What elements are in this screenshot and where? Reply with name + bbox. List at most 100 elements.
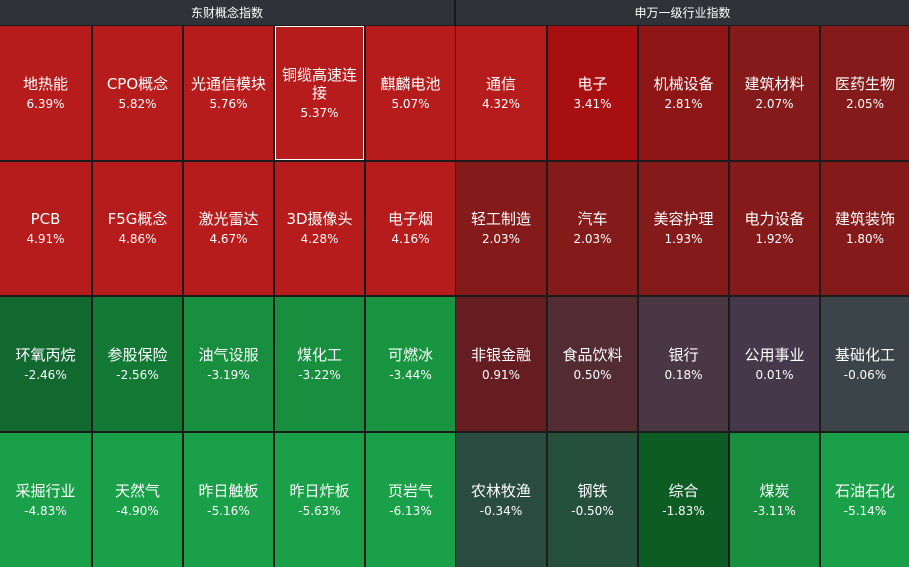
heatmap-tile[interactable]: 电子烟 4.16% bbox=[366, 162, 455, 295]
tile-name: 电子 bbox=[577, 74, 608, 93]
tile-name: 公用事业 bbox=[744, 345, 805, 364]
tile-change-percent: 3.41% bbox=[573, 96, 612, 111]
tile-name: 煤化工 bbox=[296, 345, 342, 364]
tile-name: 可燃冰 bbox=[387, 345, 433, 364]
tile-name: 建筑装饰 bbox=[834, 210, 895, 228]
tile-change-percent: 2.03% bbox=[481, 232, 521, 246]
industry-index-grid: 通信 4.32% 电子 3.41% 机械设备 2.81% 建筑材料 2.07% 医药生物 2.05… bbox=[456, 26, 909, 567]
tile-change-percent: 0.18% bbox=[664, 367, 703, 382]
heatmap-tile[interactable]: 公用事业 0.01% bbox=[730, 297, 819, 431]
tile-change-percent: 4.91% bbox=[26, 232, 65, 246]
tile-name: 钢铁 bbox=[577, 481, 608, 500]
tile-name: 环氧丙烷 bbox=[15, 345, 76, 364]
heatmap-tile[interactable]: CPO概念 5.82% bbox=[93, 26, 182, 160]
tile-change-percent: 4.16% bbox=[391, 232, 430, 246]
heatmap-tile[interactable]: 页岩气 -6.13% bbox=[366, 433, 455, 567]
heatmap-tile[interactable]: 基础化工 -0.06% bbox=[821, 297, 909, 431]
heatmap-tile[interactable]: 美容护理 1.93% bbox=[639, 162, 728, 295]
heatmap-tile[interactable]: 石油石化 -5.14% bbox=[821, 433, 909, 567]
tile-name: 昨日炸板 bbox=[289, 481, 350, 500]
tile-change-percent: -5.63% bbox=[298, 503, 341, 518]
tile-change-percent: 1.92% bbox=[755, 232, 794, 246]
heatmap-tile[interactable]: 建筑材料 2.07% bbox=[730, 26, 819, 160]
tile-name: 非银金融 bbox=[470, 345, 531, 364]
heatmap-tile[interactable]: 机械设备 2.81% bbox=[639, 26, 728, 160]
panel-title-concept-index: 东财概念指数 bbox=[0, 0, 455, 25]
heatmap-tile[interactable]: 昨日触板 -5.16% bbox=[184, 433, 273, 567]
heatmap-tile[interactable]: 铜缆高速连接 5.37% bbox=[275, 26, 364, 160]
heatmap-tile[interactable]: 昨日炸板 -5.63% bbox=[275, 433, 364, 567]
tile-change-percent: -3.19% bbox=[207, 367, 250, 382]
heatmap-tile[interactable]: 轻工制造 2.03% bbox=[456, 162, 546, 295]
tile-name: 银行 bbox=[668, 345, 699, 364]
tile-change-percent: 0.50% bbox=[573, 367, 612, 382]
heatmap-tile[interactable]: 煤炭 -3.11% bbox=[730, 433, 819, 567]
tile-change-percent: 0.01% bbox=[755, 367, 794, 382]
heatmap-tile[interactable]: 综合 -1.83% bbox=[639, 433, 728, 567]
heatmap-tile[interactable]: 环氧丙烷 -2.46% bbox=[0, 297, 91, 431]
tile-name: 参股保险 bbox=[107, 345, 168, 364]
heatmap-tile[interactable]: PCB 4.91% bbox=[0, 162, 91, 295]
heatmap-tile[interactable]: 电力设备 1.92% bbox=[730, 162, 819, 295]
tile-change-percent: 5.37% bbox=[300, 105, 339, 120]
heatmap-tile[interactable]: 3D摄像头 4.28% bbox=[275, 162, 364, 295]
panel-title-industry-index: 申万一级行业指数 bbox=[456, 0, 909, 25]
tile-change-percent: -0.50% bbox=[571, 503, 614, 518]
tile-name: F5G概念 bbox=[107, 210, 168, 228]
heatmap-tile[interactable]: 建筑装饰 1.80% bbox=[821, 162, 909, 295]
tile-name: 电子烟 bbox=[387, 210, 433, 228]
concept-index-grid: 地热能 6.39% CPO概念 5.82% 光通信模块 5.76% 铜缆高速连接 5.37% 麒… bbox=[0, 26, 455, 567]
heatmap-tile[interactable]: 煤化工 -3.22% bbox=[275, 297, 364, 431]
heatmap-tile[interactable]: 天然气 -4.90% bbox=[93, 433, 182, 567]
tile-change-percent: 5.07% bbox=[391, 96, 430, 111]
heatmap-tile[interactable]: 油气设服 -3.19% bbox=[184, 297, 273, 431]
tile-name: 汽车 bbox=[577, 210, 608, 228]
tile-change-percent: 6.39% bbox=[26, 96, 65, 111]
heatmap-tile[interactable]: F5G概念 4.86% bbox=[93, 162, 182, 295]
tile-name: 电力设备 bbox=[744, 210, 805, 228]
heatmap-tile[interactable]: 食品饮料 0.50% bbox=[548, 297, 637, 431]
tile-name: 基础化工 bbox=[834, 345, 895, 364]
tile-change-percent: -2.56% bbox=[116, 367, 159, 382]
heatmap-tile[interactable]: 麒麟电池 5.07% bbox=[366, 26, 455, 160]
tile-change-percent: 1.93% bbox=[664, 232, 703, 246]
heatmap-tile[interactable]: 银行 0.18% bbox=[639, 297, 728, 431]
tile-change-percent: -0.06% bbox=[843, 367, 887, 382]
tile-change-percent: -5.16% bbox=[207, 503, 250, 518]
tile-name: 通信 bbox=[485, 74, 516, 93]
tile-change-percent: 2.81% bbox=[664, 96, 703, 111]
tile-name: 轻工制造 bbox=[470, 210, 531, 228]
tile-name: 机械设备 bbox=[653, 74, 714, 93]
tile-change-percent: -1.83% bbox=[662, 503, 705, 518]
heatmap-tile[interactable]: 电子 3.41% bbox=[548, 26, 637, 160]
heatmap-tile[interactable]: 地热能 6.39% bbox=[0, 26, 91, 160]
heatmap-tile[interactable]: 农林牧渔 -0.34% bbox=[456, 433, 546, 567]
tile-name: 页岩气 bbox=[387, 481, 433, 500]
heatmap-tile[interactable]: 激光雷达 4.67% bbox=[184, 162, 273, 295]
tile-change-percent: 4.28% bbox=[300, 232, 339, 246]
tile-change-percent: 1.80% bbox=[845, 232, 885, 246]
heatmap-tile[interactable]: 参股保险 -2.56% bbox=[93, 297, 182, 431]
tile-name: PCB bbox=[30, 210, 61, 228]
heatmap-tile[interactable]: 钢铁 -0.50% bbox=[548, 433, 637, 567]
tile-name: 3D摄像头 bbox=[286, 210, 353, 228]
tile-name: 医药生物 bbox=[834, 74, 895, 93]
tile-name: CPO概念 bbox=[106, 74, 169, 93]
tile-name: 昨日触板 bbox=[198, 481, 259, 500]
heatmap-tile[interactable]: 通信 4.32% bbox=[456, 26, 546, 160]
heatmap-tile[interactable]: 光通信模块 5.76% bbox=[184, 26, 273, 160]
tile-change-percent: -4.90% bbox=[116, 503, 159, 518]
heatmap-tile[interactable]: 医药生物 2.05% bbox=[821, 26, 909, 160]
tile-name: 采掘行业 bbox=[15, 481, 76, 500]
tile-name: 食品饮料 bbox=[562, 345, 623, 364]
heatmap-tile[interactable]: 汽车 2.03% bbox=[548, 162, 637, 295]
heatmap-tile[interactable]: 采掘行业 -4.83% bbox=[0, 433, 91, 567]
tile-change-percent: -0.34% bbox=[479, 503, 523, 518]
tile-name: 地热能 bbox=[22, 74, 68, 93]
tile-name: 麒麟电池 bbox=[380, 74, 441, 93]
heatmap-tile[interactable]: 可燃冰 -3.44% bbox=[366, 297, 455, 431]
heatmap-tile[interactable]: 非银金融 0.91% bbox=[456, 297, 546, 431]
tile-change-percent: -4.83% bbox=[24, 503, 67, 518]
tile-name: 铜缆高速连接 bbox=[281, 65, 357, 102]
tile-name: 综合 bbox=[668, 481, 699, 500]
